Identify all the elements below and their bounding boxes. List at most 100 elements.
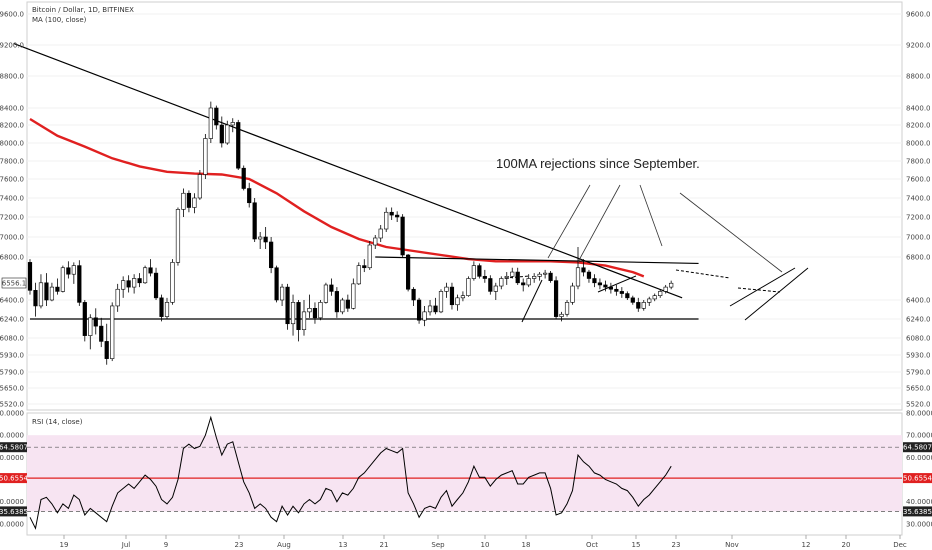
candle bbox=[663, 284, 668, 294]
candle-body bbox=[263, 236, 268, 243]
candle-body bbox=[110, 305, 115, 359]
candle bbox=[153, 267, 159, 300]
candle bbox=[406, 254, 411, 292]
candle-body bbox=[252, 202, 257, 240]
candle-body bbox=[71, 265, 76, 275]
rsi-title: RSI (14, close) bbox=[32, 418, 83, 426]
candle-body bbox=[181, 192, 186, 210]
candle-body bbox=[285, 286, 290, 325]
candle-body bbox=[241, 167, 246, 189]
candle-body bbox=[543, 272, 548, 275]
candle-body bbox=[269, 241, 274, 269]
candle-body bbox=[197, 174, 202, 199]
time-tick-label: Jul bbox=[121, 541, 131, 549]
candle bbox=[564, 300, 570, 317]
candle-body bbox=[406, 254, 411, 290]
candle bbox=[510, 267, 515, 279]
right-price-tick: 5650.0 bbox=[906, 385, 931, 393]
candle-body bbox=[219, 124, 224, 144]
candle bbox=[416, 297, 422, 324]
candle bbox=[82, 300, 87, 342]
candle-body bbox=[340, 299, 345, 313]
chart-title: Bitcoin / Dollar, 1D, BITFINEX bbox=[32, 6, 134, 14]
candle-body bbox=[570, 285, 575, 303]
annotation-arrow-line bbox=[577, 184, 621, 263]
candle-body bbox=[630, 297, 635, 303]
rsi-band bbox=[27, 435, 902, 512]
candle-body bbox=[559, 313, 564, 317]
candle bbox=[110, 302, 115, 362]
main-pane: 9600.0 9200.0 8800.0 8400.0 8200.0 8000.0 7800… bbox=[0, 1, 931, 411]
right-price-tick: 9600.0 bbox=[906, 11, 931, 19]
time-tick-label: 12 bbox=[802, 541, 811, 549]
time-tick-label: 13 bbox=[339, 541, 348, 549]
candle bbox=[285, 283, 290, 330]
candle-body bbox=[66, 267, 71, 275]
candle bbox=[367, 241, 372, 270]
candle bbox=[71, 262, 76, 284]
candle bbox=[373, 235, 378, 249]
candle bbox=[159, 294, 164, 322]
candle-body bbox=[214, 107, 219, 126]
candle-body bbox=[564, 302, 570, 315]
candle-body bbox=[164, 302, 170, 317]
candle-body bbox=[49, 286, 55, 301]
rsi-right-tick: 60.0000 bbox=[906, 454, 932, 462]
time-tick-label: Sep bbox=[431, 541, 445, 549]
candle-body bbox=[422, 311, 427, 321]
candle-body bbox=[307, 308, 312, 313]
candle bbox=[340, 297, 345, 315]
candle bbox=[351, 278, 356, 310]
candle bbox=[444, 282, 449, 298]
rsi-left-tick: 80.0000 bbox=[0, 410, 24, 418]
candle bbox=[499, 276, 504, 290]
candle bbox=[362, 259, 367, 273]
candle bbox=[477, 263, 482, 279]
right-price-tick: 7400.0 bbox=[906, 195, 931, 203]
candle bbox=[148, 259, 153, 277]
candle-body bbox=[312, 308, 318, 319]
rsi-pane: 80.000070.000060.000050.000040.000030.00… bbox=[0, 410, 932, 536]
pattern-line bbox=[521, 279, 543, 323]
candle bbox=[170, 259, 175, 305]
candle bbox=[203, 134, 208, 179]
candle bbox=[186, 190, 192, 213]
candle-body bbox=[658, 291, 663, 296]
rsi-badge-bg bbox=[0, 442, 27, 453]
candle-body bbox=[389, 211, 394, 216]
candle bbox=[279, 283, 285, 306]
right-price-tick: 6400.0 bbox=[906, 297, 931, 305]
candle bbox=[553, 276, 559, 319]
left-price-tick: 6240.0 bbox=[0, 316, 24, 324]
candle-body bbox=[170, 262, 175, 303]
candle bbox=[455, 294, 460, 311]
candle bbox=[532, 273, 537, 283]
rsi-badge-label: 64.5807 bbox=[903, 444, 932, 452]
left-price-tick: 5930.0 bbox=[0, 352, 24, 360]
candle bbox=[597, 278, 603, 290]
candle bbox=[38, 274, 44, 309]
candle bbox=[395, 211, 400, 222]
candle-body bbox=[373, 237, 378, 246]
candle-body bbox=[367, 244, 372, 269]
candle-body bbox=[455, 297, 460, 306]
candle bbox=[433, 297, 438, 315]
candle bbox=[488, 275, 493, 295]
candle bbox=[586, 269, 592, 283]
candle bbox=[307, 294, 312, 318]
time-tick-label: Dec bbox=[893, 541, 907, 549]
rsi-badge-label: 35.6385 bbox=[903, 508, 932, 516]
left-price-tick: 9600.0 bbox=[0, 11, 24, 19]
time-tick-label: 10 bbox=[481, 541, 490, 549]
candle-body bbox=[526, 278, 531, 286]
left-price-tick: 6080.0 bbox=[0, 335, 24, 343]
candle bbox=[99, 317, 104, 348]
candle-body bbox=[553, 280, 559, 317]
rsi-badge-bg bbox=[903, 442, 932, 453]
candle-body bbox=[532, 276, 537, 279]
annotation-arrow-line bbox=[547, 184, 591, 259]
candle bbox=[521, 278, 526, 292]
candle bbox=[27, 259, 33, 295]
candle bbox=[345, 294, 350, 312]
